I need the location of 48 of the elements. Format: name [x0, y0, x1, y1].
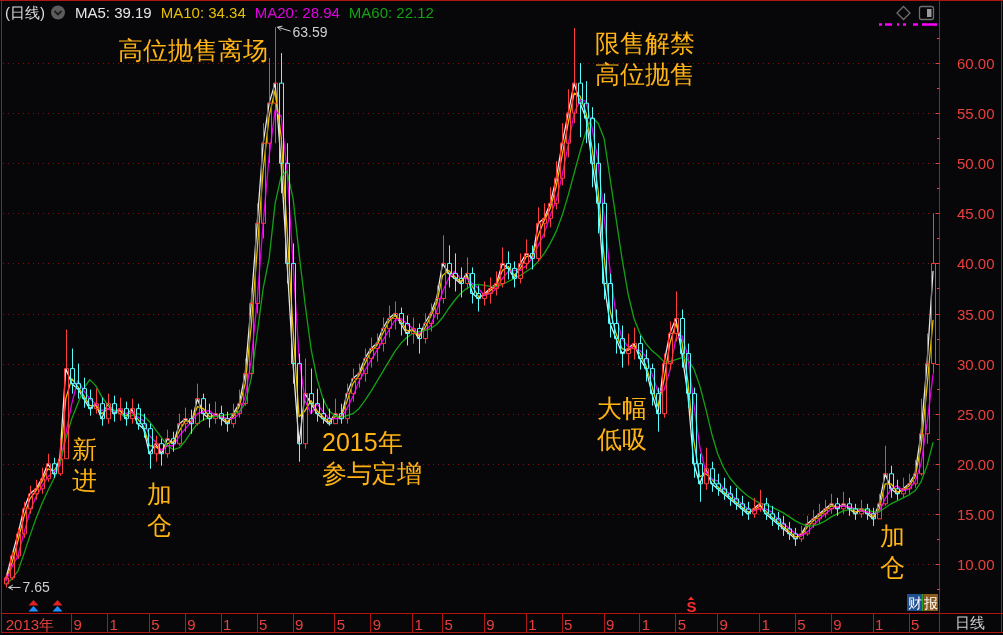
y-tick-label: 60.00 — [957, 55, 995, 72]
x-tick-label: 1 — [223, 615, 232, 633]
x-tick-label: 5 — [258, 615, 268, 633]
y-tick-label: 10.00 — [957, 556, 995, 573]
x-tick-label: 1 — [641, 615, 651, 633]
x-tick-label: 9 — [486, 615, 495, 633]
annotation: 高位抛售离场 — [118, 36, 268, 64]
x-tick-label: 5 — [797, 615, 806, 633]
y-tick-label: 15.00 — [957, 506, 995, 523]
x-tick-label: 9 — [73, 615, 82, 633]
annotation: 2015年参与定增 — [322, 428, 422, 487]
annotation: 限售解禁高位抛售 — [595, 29, 695, 88]
y-tick-label: 20.00 — [957, 456, 995, 473]
x-tick-label: 1 — [109, 615, 118, 633]
y-tick-label: 35.00 — [957, 306, 995, 323]
annotation: 加仓 — [880, 522, 905, 581]
x-tick-label: 5 — [444, 615, 453, 633]
text: 日线 — [955, 614, 985, 631]
x-tick-label: 1 — [761, 615, 770, 633]
x-tick-label: 9 — [719, 615, 728, 633]
y-tick-label: 25.00 — [957, 406, 995, 423]
y-tick-label: 30.00 — [957, 356, 995, 373]
x-tick-label: 1 — [414, 615, 423, 633]
x-tick-label: 1 — [528, 615, 537, 633]
x-tick-label: 5 — [677, 615, 686, 633]
annotation: S — [686, 598, 697, 615]
x-tick-label: 9 — [187, 615, 196, 633]
annotation: 大幅低吸 — [597, 394, 647, 453]
x-tick-label: 5 — [151, 615, 160, 633]
x-tick-label: 9 — [605, 615, 615, 633]
y-tick-label: 50.00 — [957, 155, 995, 172]
annotation: 加仓 — [147, 480, 172, 539]
annotation: 新进 — [72, 435, 97, 494]
x-tick-label: 5 — [910, 615, 920, 633]
x-tick-label: 2013年 — [5, 615, 55, 633]
x-tick-label: 5 — [564, 615, 573, 633]
legend: MA5: 39.19 MA10: 34.34 MA20: 28.94 MA60: 22.12 — [75, 4, 434, 21]
x-tick-label: 9 — [372, 615, 381, 633]
x-tick-label: 9 — [294, 615, 304, 633]
y-tick-label: 55.00 — [957, 105, 995, 122]
header: (日线) — [5, 4, 45, 21]
y-tick-label: 45.00 — [957, 205, 995, 222]
annotation: 7.65 — [22, 579, 50, 596]
x-tick-label: 1 — [875, 615, 884, 633]
y-tick-label: 40.00 — [957, 255, 995, 272]
x-tick-label: 9 — [833, 615, 842, 633]
annotation: 63.59 — [292, 24, 328, 41]
x-tick-label: 5 — [336, 615, 346, 633]
